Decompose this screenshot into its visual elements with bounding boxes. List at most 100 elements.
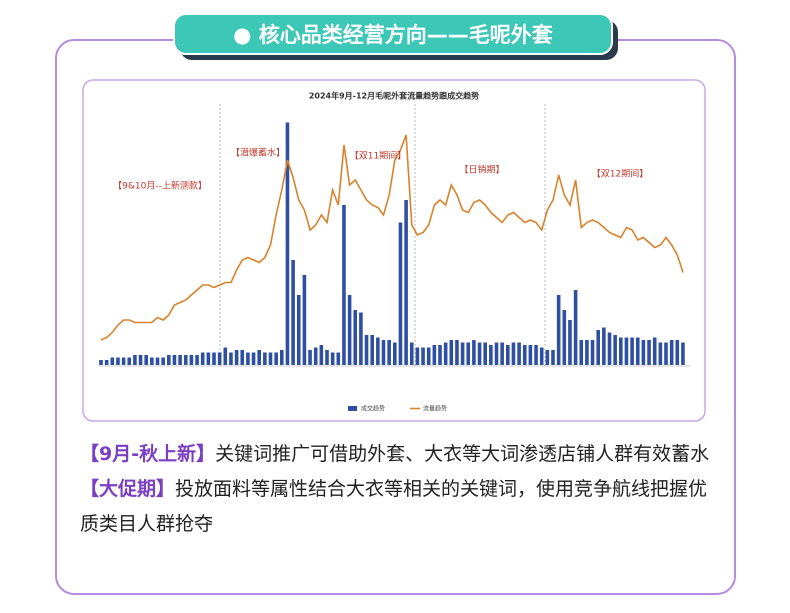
- annotation: 【9&10月--上新测款】: [113, 180, 207, 192]
- bar: [500, 342, 504, 365]
- bar: [522, 345, 527, 365]
- bar: [167, 355, 171, 365]
- bar: [669, 340, 674, 365]
- chart-title: 2024年9月-12月毛呢外套流量趋势跟成交趋势: [309, 91, 479, 101]
- annotation: 【双12期间】: [592, 168, 648, 180]
- bar: [234, 350, 239, 365]
- bar: [619, 337, 623, 365]
- bar: [336, 352, 341, 365]
- bar: [229, 352, 233, 365]
- bar: [607, 332, 612, 365]
- bar: [313, 347, 318, 365]
- bar: [432, 345, 437, 365]
- bar: [539, 347, 544, 365]
- bar: [630, 337, 634, 365]
- bar: [455, 340, 459, 365]
- bar: [155, 357, 160, 365]
- bar: [579, 340, 584, 365]
- bar: [364, 335, 369, 365]
- bar: [217, 352, 222, 365]
- bar: [183, 355, 188, 365]
- bar: [127, 357, 132, 365]
- bar: [150, 357, 154, 365]
- bar: [291, 260, 295, 365]
- line: [100, 134, 684, 341]
- bar: [325, 350, 329, 365]
- bar: [144, 355, 148, 365]
- bar: [443, 342, 448, 365]
- bar: [257, 350, 261, 365]
- bar: [409, 342, 414, 365]
- bar: [110, 357, 115, 365]
- bar: [596, 330, 600, 365]
- bar: [590, 340, 595, 365]
- bar: [585, 340, 589, 365]
- bar: [195, 355, 199, 365]
- bar: [511, 342, 516, 365]
- legend-swatch: [348, 406, 357, 411]
- bar: [138, 355, 143, 365]
- bar: [624, 337, 629, 365]
- bar: [681, 342, 685, 365]
- bar: [133, 355, 137, 365]
- bar: [466, 342, 471, 365]
- bar: [404, 200, 408, 365]
- bar: [274, 352, 278, 365]
- bar: [200, 352, 205, 365]
- bar: [658, 342, 663, 365]
- bar: [415, 347, 420, 365]
- bar: [438, 345, 442, 365]
- body-text: 【9月-秋上新】关键词推广可借助外套、大衣等大词渗透店铺人群有效蓄水 【大促期】…: [80, 437, 720, 542]
- bar: [613, 335, 617, 365]
- bar: [381, 340, 386, 365]
- legend-label: 流量趋势: [423, 405, 447, 413]
- bar: [483, 342, 487, 365]
- bar: [426, 347, 431, 365]
- bar: [370, 335, 374, 365]
- bar: [296, 295, 301, 365]
- annotation: 【双11期间】: [350, 150, 406, 162]
- bar: [104, 360, 109, 365]
- annotation: 【潜爆蓄水】: [231, 147, 285, 159]
- bar: [664, 342, 668, 365]
- bar: [573, 290, 578, 365]
- bar: [460, 342, 465, 365]
- bar: [251, 352, 256, 365]
- bar: [545, 350, 550, 365]
- bar: [240, 350, 245, 365]
- paragraph: 【大促期】投放面料等属性结合大衣等相关的关键词，使用竞争航线把握优质类目人群抢夺: [80, 472, 720, 542]
- bar: [212, 352, 216, 365]
- bar: [393, 342, 397, 365]
- bar: [223, 347, 228, 365]
- bar: [494, 342, 499, 365]
- bar: [517, 342, 521, 365]
- bar: [189, 355, 194, 365]
- bar: [121, 357, 126, 365]
- bar: [161, 357, 165, 365]
- bar: [342, 205, 346, 365]
- bar: [359, 312, 363, 365]
- header-tab: [173, 13, 613, 55]
- bar: [172, 355, 177, 365]
- bar: [353, 310, 358, 365]
- bar: [263, 352, 267, 365]
- paragraph-text: 关键词推广可借助外套、大衣等大词渗透店铺人群有效蓄水: [215, 443, 710, 465]
- bar: [528, 345, 533, 365]
- bar: [602, 327, 606, 365]
- bar: [116, 357, 120, 365]
- bar: [206, 352, 211, 365]
- bar: [506, 345, 510, 365]
- bar: [246, 352, 250, 365]
- bar: [556, 295, 561, 365]
- bar: [398, 222, 403, 365]
- header-title: ● 核心品类经营方向——毛呢外套: [233, 23, 553, 47]
- bar: [568, 320, 572, 365]
- bar: [641, 340, 646, 365]
- bar: [449, 340, 454, 365]
- bar: [675, 340, 680, 365]
- chart-frame: [82, 79, 706, 422]
- legend-label: 成交趋势: [361, 405, 385, 413]
- bar: [178, 355, 182, 365]
